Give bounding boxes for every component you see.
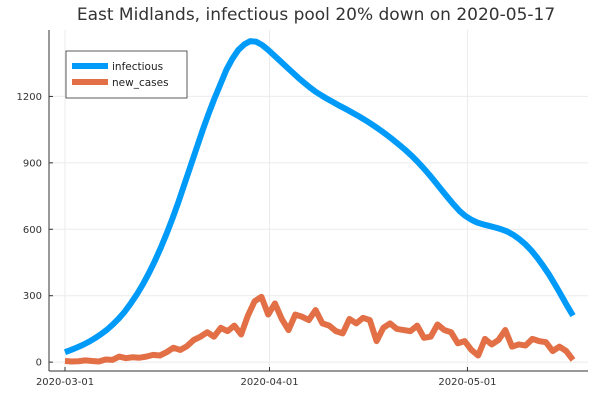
legend: infectious new_cases [65,50,188,99]
x-tick-label: 2020-04-01 [240,377,298,388]
series-line-new-cases [64,293,576,365]
y-tick-label: 0 [36,358,42,369]
x-tick-label: 2020-03-01 [36,377,94,388]
ticks: 0 300 600 900 1200 2020-03-01 2020-04-01 2020-0… [17,92,497,388]
legend-box [65,50,188,99]
x-tick-label: 2020-05-01 [438,377,496,388]
y-tick-label: 1200 [17,92,42,103]
chart-title: East Midlands, infectious pool 20% down … [77,5,555,25]
series-layer [63,38,576,365]
legend-label-infectious: infectious [112,61,163,73]
series-line-infectious [63,38,576,355]
y-tick-label: 600 [23,225,42,236]
legend-label-new-cases: new_cases [112,77,169,89]
y-tick-label: 900 [23,158,42,169]
y-tick-label: 300 [23,291,42,302]
